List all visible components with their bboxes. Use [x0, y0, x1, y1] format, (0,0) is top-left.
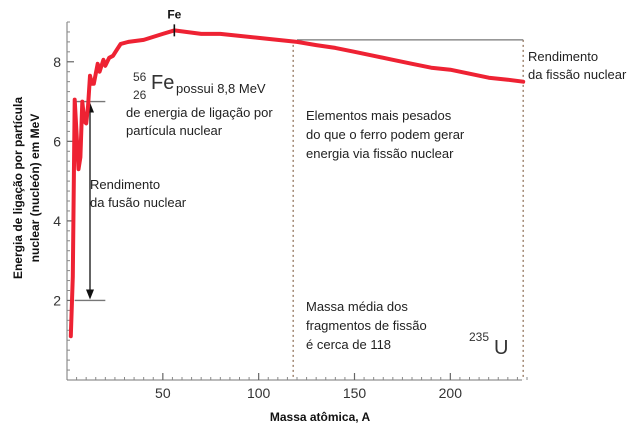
fusion-note-line2: da fusão nuclear: [90, 195, 187, 210]
minor-ticks: [67, 21, 528, 380]
fission-annotation: Rendimento da fissão nuclear: [528, 49, 627, 82]
uranium-label: 235 U: [469, 330, 508, 359]
binding-energy-curve: [68, 28, 526, 339]
x-tick-label: 150: [343, 385, 367, 401]
fe-label: Fe: [167, 7, 181, 21]
mean-note-line2: fragmentos de fissão: [306, 318, 427, 333]
fusion-arrow-head-down: [86, 289, 94, 300]
y-axis-title-line2: nuclear (nucleón) em MeV: [28, 114, 42, 263]
tick-labels: 50 100 150 200 2 4 6 8: [53, 54, 462, 401]
y-axis-title-line1: Energia de ligação por partícula: [11, 97, 25, 279]
fe-mass-number: 56: [133, 70, 147, 84]
y-tick-label: 8: [53, 54, 61, 70]
y-tick-label: 6: [53, 133, 61, 149]
mean-fragment-annotation: Massa média dos fragmentos de fissão é c…: [306, 299, 427, 352]
x-tick-label: 50: [155, 385, 171, 401]
x-axis-title: Massa atômica, A: [270, 410, 371, 424]
fe-annotation: 56 26 Fe possui 8,8 MeV de energia de li…: [126, 70, 273, 138]
fusion-note-line1: Rendimento: [90, 177, 160, 192]
fission-note-line1: Rendimento: [528, 49, 598, 64]
x-tick-label: 200: [439, 385, 463, 401]
fission-note-line2: da fissão nuclear: [528, 67, 627, 82]
mean-note-line3: é cerca de 118: [306, 337, 391, 352]
fe-symbol: Fe: [151, 72, 174, 94]
heavier-note-line2: do que o ferro podem gerar: [306, 127, 465, 142]
y-tick-label: 2: [53, 292, 61, 308]
axes: [66, 21, 528, 381]
heavier-elements-annotation: Elementos mais pesados do que o ferro po…: [306, 108, 465, 161]
y-tick-label: 4: [53, 213, 61, 229]
x-tick-label: 100: [247, 385, 271, 401]
heavier-note-line3: energia via fissão nuclear: [306, 146, 454, 161]
mean-note-line1: Massa média dos: [306, 299, 408, 314]
fe-note-line2: de energia de ligação por: [126, 105, 273, 120]
fe-note-line1: possui 8,8 MeV: [176, 81, 266, 96]
u-symbol: U: [494, 337, 508, 359]
heavier-note-line1: Elementos mais pesados: [306, 108, 452, 123]
fe-marker: Fe: [167, 7, 182, 37]
fusion-annotation: Rendimento da fusão nuclear: [90, 177, 187, 210]
u-mass-number: 235: [469, 330, 489, 344]
fe-note-line3: partícula nuclear: [126, 123, 223, 138]
fe-atomic-number: 26: [133, 88, 147, 102]
